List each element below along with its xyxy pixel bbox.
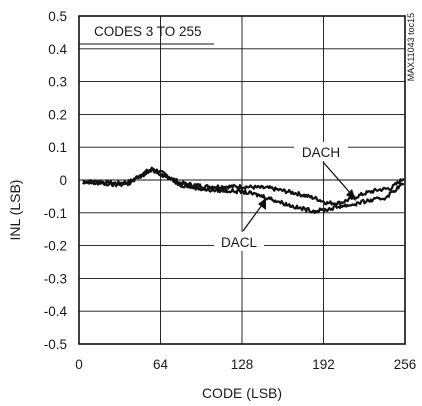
y-tick-label: -0.2 bbox=[44, 239, 67, 254]
y-tick-label: 0.1 bbox=[48, 140, 67, 155]
x-tick-label: 192 bbox=[312, 357, 335, 372]
dacl-leader-line bbox=[242, 204, 263, 232]
x-tick-labels: 0 64 128 192 256 bbox=[75, 357, 416, 372]
codes-annotation: CODES 3 TO 255 bbox=[94, 24, 202, 39]
series-line-dach bbox=[82, 166, 405, 206]
y-tick-label: 0.3 bbox=[48, 75, 67, 90]
y-tick-label: 0.4 bbox=[48, 42, 67, 57]
dacl-arrowhead bbox=[258, 198, 266, 210]
dach-arrowhead bbox=[346, 189, 356, 201]
y-tick-label: 0 bbox=[59, 173, 67, 188]
y-tick-label: -0.4 bbox=[44, 304, 68, 319]
x-tick-label: 64 bbox=[153, 357, 169, 372]
y-tick-label: -0.5 bbox=[44, 337, 67, 352]
y-tick-labels: 0.5 0.4 0.3 0.2 0.1 0 -0.1 -0.2 -0.3 -0.4 -0.5 bbox=[44, 9, 68, 352]
plot-frame bbox=[78, 15, 406, 345]
series-label-dacl: DACL bbox=[214, 198, 266, 251]
x-tick-label: 0 bbox=[75, 357, 83, 372]
series-line-dacl bbox=[82, 167, 405, 215]
side-label: MAX11043 toc15 bbox=[406, 13, 416, 81]
x-tick-label: 128 bbox=[231, 357, 254, 372]
x-tick-label: 256 bbox=[394, 357, 417, 372]
series-label-dach: DACH bbox=[294, 142, 356, 201]
y-tick-label: -0.1 bbox=[44, 206, 67, 221]
y-axis-title: INL (LSB) bbox=[7, 180, 23, 241]
series-label-dacl-text: DACL bbox=[221, 235, 258, 250]
dach-leader-line bbox=[322, 161, 353, 196]
x-axis-title: CODE (LSB) bbox=[202, 385, 282, 401]
series-label-dach-text: DACH bbox=[302, 145, 340, 160]
series-layer bbox=[82, 166, 405, 215]
y-tick-label: -0.3 bbox=[44, 271, 67, 286]
y-tick-label: 0.5 bbox=[48, 9, 67, 24]
y-tick-label: 0.2 bbox=[48, 107, 67, 122]
